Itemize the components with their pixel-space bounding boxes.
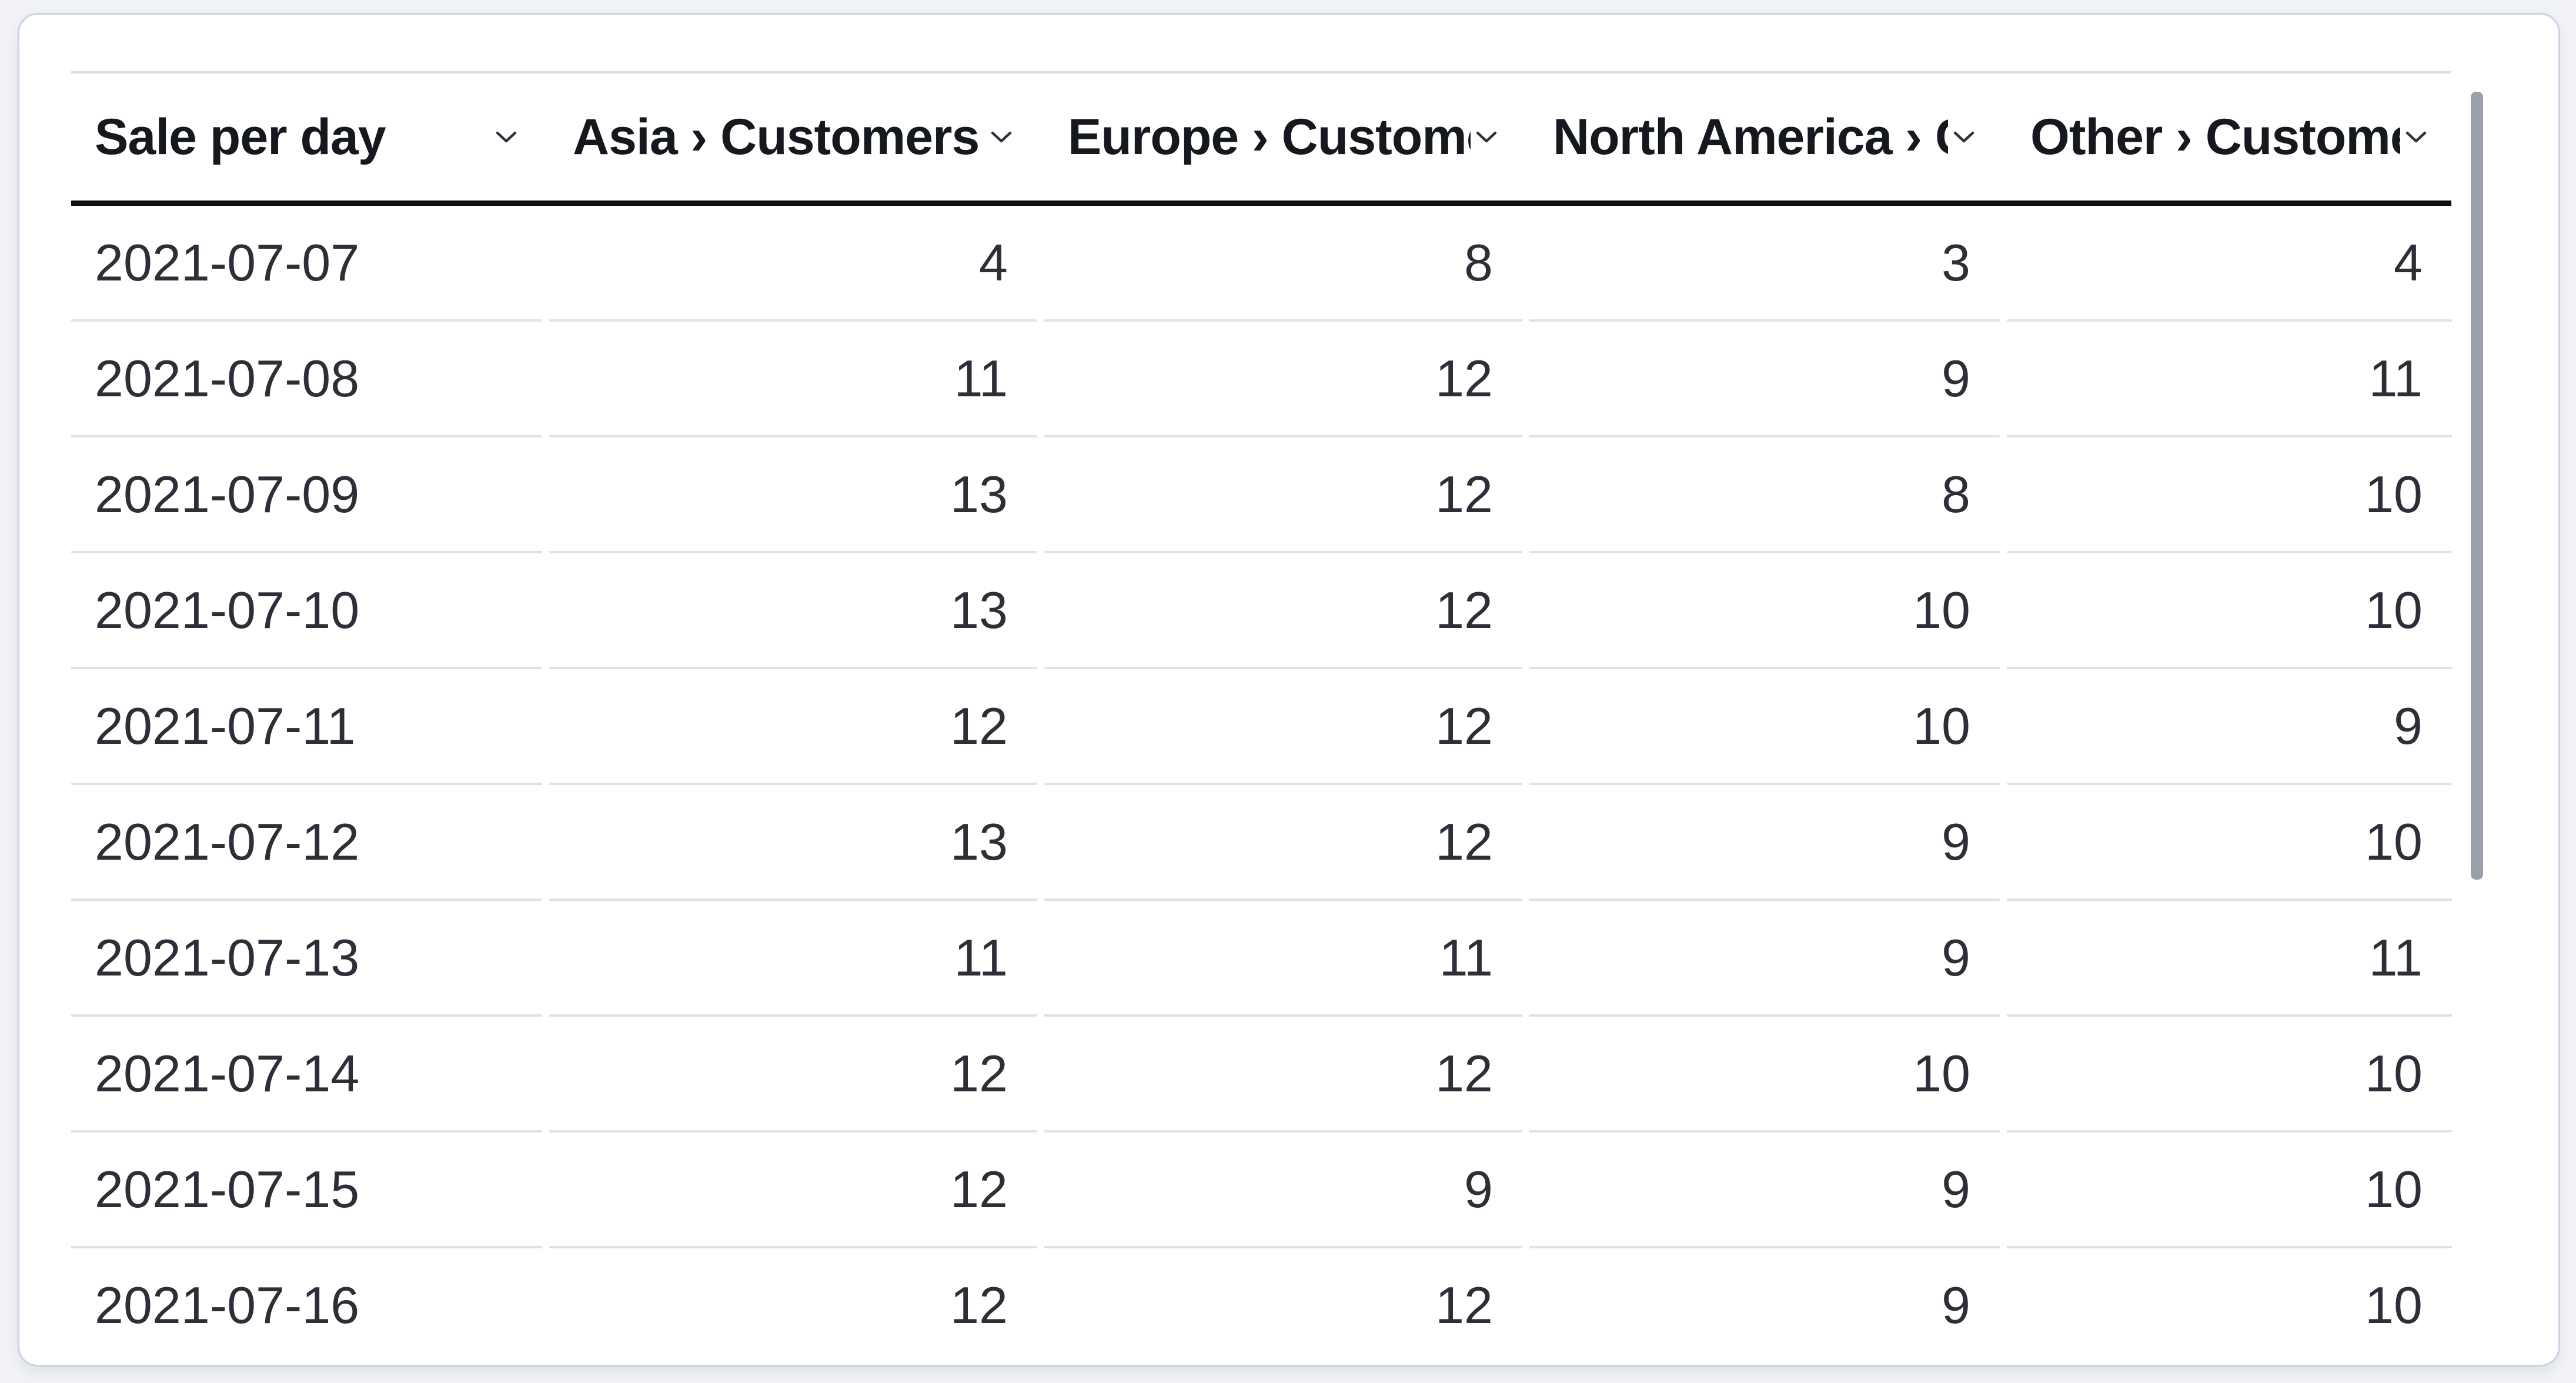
table-row: 2021-07-15 12 9 9 10	[71, 1133, 2452, 1248]
cell-value: 12	[549, 669, 1037, 785]
column-header-label: North America › Customers	[1553, 108, 1948, 165]
cell-value: 12	[1044, 553, 1522, 669]
cell-value: 11	[1044, 901, 1522, 1017]
cell-value: 13	[549, 437, 1037, 553]
table-row: 2021-07-13 11 11 9 11	[71, 901, 2452, 1017]
chevron-down-icon[interactable]	[990, 131, 1013, 143]
cell-value: 10	[2007, 437, 2452, 553]
cell-value: 12	[1044, 1017, 1522, 1133]
cell-value: 12	[1044, 785, 1522, 901]
cell-date: 2021-07-09	[71, 437, 542, 553]
column-header-north-america-customers[interactable]: North America › Customers	[1529, 74, 2000, 201]
cell-value: 12	[950, 1275, 1008, 1334]
table-card: Sale per day Asia › Customers Europe › Cus…	[18, 13, 2560, 1367]
cell-value: 10	[1529, 1017, 2000, 1133]
table-row: 2021-07-09 13 12 8 10	[71, 437, 2452, 553]
cell-value: 11	[549, 322, 1037, 437]
cell-value: 12	[1435, 1275, 1493, 1334]
cell-value: 9	[1529, 322, 2000, 437]
cell-value: 9	[1529, 901, 2000, 1017]
table-row: 2021-07-16 12 12 9 10	[71, 1248, 2451, 1364]
cell-value: 10	[1529, 553, 2000, 669]
cell-value: 11	[2007, 901, 2452, 1017]
column-header-label: Sale per day	[95, 108, 386, 165]
column-header-sale-per-day[interactable]: Sale per day	[71, 74, 542, 201]
table-body: 2021-07-07 4 8 3 4 2021-07-08 11 12 9 11 2021-07-0…	[71, 206, 2452, 1364]
cell-date: 2021-07-14	[71, 1017, 542, 1133]
column-header-other-customers[interactable]: Other › Customers	[2007, 74, 2452, 201]
cell-value: 13	[549, 553, 1037, 669]
cell-value: 12	[549, 1133, 1037, 1248]
column-header-label: Other › Customers	[2030, 108, 2400, 165]
cell-value: 10	[2007, 1133, 2452, 1248]
cell-value: 10	[2007, 553, 2452, 669]
cell-value: 9	[1529, 1133, 2000, 1248]
cell-value: 9	[1044, 1133, 1522, 1248]
column-header-label: Asia › Customers	[573, 108, 980, 165]
chevron-down-icon[interactable]	[1953, 131, 1975, 143]
cell-date: 2021-07-13	[71, 901, 542, 1017]
table-row: 2021-07-12 13 12 9 10	[71, 785, 2452, 901]
cell-value: 10	[2007, 1017, 2452, 1133]
cell-value: 9	[2007, 669, 2452, 785]
cell-date: 2021-07-16	[95, 1275, 360, 1334]
cell-value: 12	[1044, 437, 1522, 553]
cell-date: 2021-07-12	[71, 785, 542, 901]
table-row: 2021-07-07 4 8 3 4	[71, 206, 2452, 322]
cell-value: 4	[2007, 206, 2452, 322]
cell-value: 13	[549, 785, 1037, 901]
cell-value: 4	[549, 206, 1037, 322]
cell-date: 2021-07-11	[71, 669, 542, 785]
table-row: 2021-07-14 12 12 10 10	[71, 1017, 2452, 1133]
cell-value: 12	[549, 1017, 1037, 1133]
cell-value: 9	[1942, 1275, 1970, 1334]
vertical-scrollbar-thumb[interactable]	[2471, 92, 2483, 880]
column-header-label: Europe › Customers	[1068, 108, 1471, 165]
column-header-asia-customers[interactable]: Asia › Customers	[549, 74, 1037, 201]
table-row: 2021-07-08 11 12 9 11	[71, 322, 2452, 437]
cell-value: 10	[1529, 669, 2000, 785]
cell-value: 3	[1529, 206, 2000, 322]
cell-value: 8	[1529, 437, 2000, 553]
cell-date: 2021-07-15	[71, 1133, 542, 1248]
table-row: 2021-07-11 12 12 10 9	[71, 669, 2452, 785]
cell-value: 9	[1529, 785, 2000, 901]
cell-value: 10	[2007, 785, 2452, 901]
cell-value: 12	[1044, 669, 1522, 785]
column-header-europe-customers[interactable]: Europe › Customers	[1044, 74, 1522, 201]
cell-value: 11	[2007, 322, 2452, 437]
cell-date: 2021-07-07	[71, 206, 542, 322]
table-header-row: Sale per day Asia › Customers Europe › Cus…	[71, 71, 2451, 206]
cell-value: 12	[1044, 322, 1522, 437]
cell-value: 10	[2365, 1275, 2423, 1334]
chevron-down-icon[interactable]	[495, 131, 517, 143]
cell-value: 11	[549, 901, 1037, 1017]
chevron-down-icon[interactable]	[2405, 131, 2427, 143]
table-content: Sale per day Asia › Customers Europe › Cus…	[71, 71, 2452, 1364]
table-row: 2021-07-10 13 12 10 10	[71, 553, 2452, 669]
cell-value: 8	[1044, 206, 1522, 322]
cell-date: 2021-07-08	[71, 322, 542, 437]
cell-date: 2021-07-10	[71, 553, 542, 669]
chevron-down-icon[interactable]	[1475, 131, 1498, 143]
